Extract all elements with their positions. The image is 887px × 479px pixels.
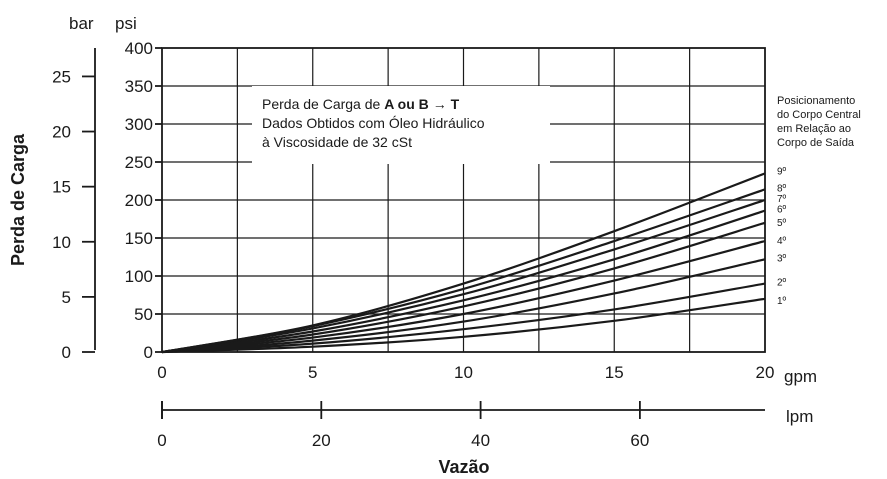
psi-tick-label: 150 xyxy=(125,229,153,248)
lpm-tick-label: 0 xyxy=(157,431,166,450)
psi-tick-label: 100 xyxy=(125,267,153,286)
note-line: Perda de Carga de A ou B → T xyxy=(262,96,460,112)
gpm-tick-label: 0 xyxy=(157,363,166,382)
bar-tick-label: 10 xyxy=(52,233,71,252)
psi-tick-label: 300 xyxy=(125,115,153,134)
lpm-tick-label: 40 xyxy=(471,431,490,450)
legend-title-line: Corpo de Saída xyxy=(777,137,855,149)
legend: Posicionamento do Corpo Central em Relação… xyxy=(777,95,861,307)
x-unit-lpm: lpm xyxy=(786,407,813,426)
legend-title-line: Posicionamento xyxy=(777,95,855,107)
bar-tick-label: 15 xyxy=(52,178,71,197)
lpm-tick-label: 60 xyxy=(630,431,649,450)
series-line-7 xyxy=(161,198,766,354)
x-axis-title: Vazão xyxy=(438,457,489,477)
psi-tick-label: 250 xyxy=(125,153,153,172)
legend-title-line: em Relação ao xyxy=(777,123,851,135)
chart-note: Perda de Carga de A ou B → T Dados Obtido… xyxy=(262,96,485,150)
series-label: 4º xyxy=(777,236,787,247)
series-label: 5º xyxy=(777,218,787,229)
series-line-1 xyxy=(161,297,766,354)
y-unit-bar: bar xyxy=(69,14,94,33)
psi-tick-label: 350 xyxy=(125,77,153,96)
legend-title-line: do Corpo Central xyxy=(777,109,861,121)
series-label: 9º xyxy=(777,166,787,177)
bar-tick-label: 5 xyxy=(62,288,71,307)
x-unit-gpm: gpm xyxy=(784,367,817,386)
psi-tick-label: 0 xyxy=(144,343,153,362)
series-label: 2º xyxy=(777,278,787,289)
psi-tick-label: 400 xyxy=(125,39,153,58)
series-line-5 xyxy=(161,221,766,354)
series-line-2 xyxy=(161,282,766,354)
series-label: 3º xyxy=(777,253,787,264)
series-line-4 xyxy=(161,239,766,354)
bar-tick-label: 25 xyxy=(52,67,71,86)
note-line: Dados Obtidos com Óleo Hidráulico xyxy=(262,115,485,131)
gpm-tick-label: 5 xyxy=(308,363,317,382)
bar-tick-label: 20 xyxy=(52,123,71,142)
series-label: 7º xyxy=(777,194,787,205)
series-line-3 xyxy=(161,258,766,354)
gpm-tick-label: 10 xyxy=(454,363,473,382)
lpm-tick-label: 20 xyxy=(312,431,331,450)
y-axis-title: Perda de Carga xyxy=(8,133,28,266)
series-line-9 xyxy=(161,172,766,354)
series-label: 6º xyxy=(777,205,787,216)
series-lines xyxy=(161,172,766,354)
bar-tick-label: 0 xyxy=(62,343,71,362)
gpm-tick-label: 15 xyxy=(605,363,624,382)
y-unit-psi: psi xyxy=(115,14,137,33)
series-line-6 xyxy=(161,209,766,354)
series-label: 1º xyxy=(777,296,787,307)
gpm-tick-label: 20 xyxy=(756,363,775,382)
note-line: à Viscosidade de 32 cSt xyxy=(262,134,412,150)
series-label: 8º xyxy=(777,183,787,194)
psi-tick-label: 50 xyxy=(134,305,153,324)
note-box xyxy=(252,86,550,164)
psi-tick-label: 200 xyxy=(125,191,153,210)
